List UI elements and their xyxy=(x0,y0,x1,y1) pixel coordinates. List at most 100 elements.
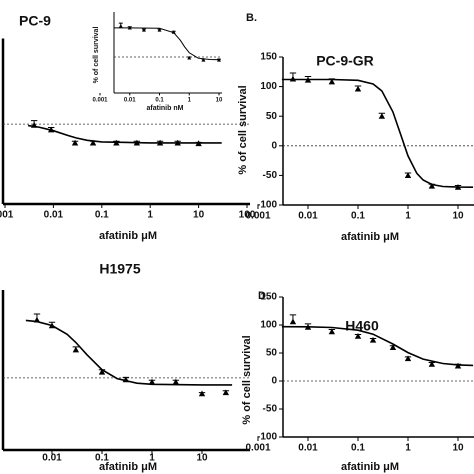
y-tick-label: 100 xyxy=(260,81,277,92)
data-point xyxy=(113,139,120,146)
data-point xyxy=(304,324,312,330)
y-axis-label: % of cell survival xyxy=(241,335,253,424)
x-tick-label: 0.1 xyxy=(351,443,365,454)
data-point xyxy=(454,362,462,369)
fit-curve xyxy=(281,78,474,188)
panel-label: B. xyxy=(246,12,257,24)
fit-curve xyxy=(281,325,474,367)
y-tick-label: -50 xyxy=(263,170,278,181)
panel-label: D. xyxy=(258,290,269,302)
x-tick-label: 1 xyxy=(147,210,153,221)
fit-curve xyxy=(25,319,233,386)
data-point xyxy=(289,318,297,325)
data-point xyxy=(354,85,362,92)
y-tick-label: 50 xyxy=(266,111,278,122)
x-tick-label: 0.001 xyxy=(92,98,108,104)
data-point xyxy=(156,139,164,146)
x-axis-label: afatinib nM xyxy=(147,105,184,112)
data-point xyxy=(304,76,312,83)
chart-title: PC-9 xyxy=(19,13,51,29)
data-point xyxy=(47,126,55,133)
x-tick-label: 0.1 xyxy=(351,211,365,222)
data-point xyxy=(141,28,146,32)
x-tick-label: 1 xyxy=(405,443,411,454)
y-axis-label: % of cell survival xyxy=(93,27,100,84)
x-tick-label: 1 xyxy=(149,453,155,464)
x-tick-label: 10 xyxy=(452,211,464,222)
y-tick-label: 0 xyxy=(271,140,277,151)
y-tick-label: 50 xyxy=(266,348,278,359)
data-point xyxy=(157,28,162,32)
data-point xyxy=(122,376,130,383)
x-tick-label: 100 xyxy=(239,210,256,221)
data-point xyxy=(89,139,97,146)
data-point xyxy=(195,140,202,147)
x-tick-label: 10 xyxy=(193,210,205,221)
x-tick-label: 0.01 xyxy=(42,453,62,464)
data-point xyxy=(98,368,106,375)
data-point xyxy=(404,172,412,178)
x-tick-label: 0.01 xyxy=(298,211,318,222)
data-point xyxy=(48,322,56,329)
data-point xyxy=(378,113,386,119)
y-tick-label: -100 xyxy=(257,200,277,211)
data-point xyxy=(428,361,436,367)
x-tick-label: 10 xyxy=(452,443,464,454)
x-tick-label: 10 xyxy=(196,453,208,464)
x-tick-label: 0.1 xyxy=(95,210,109,221)
chart-title: H1975 xyxy=(99,261,140,277)
data-point xyxy=(217,58,221,62)
data-point xyxy=(354,333,362,339)
x-tick-label: 1 xyxy=(188,98,192,104)
data-point xyxy=(328,328,336,335)
data-point xyxy=(118,24,123,28)
x-tick-label: 1 xyxy=(405,211,411,222)
x-tick-label: 10 xyxy=(216,98,223,104)
x-tick-label: 0.1 xyxy=(155,98,164,104)
data-point xyxy=(328,78,336,85)
y-axis-label: % of cell survival xyxy=(237,85,249,174)
x-tick-label: 0.01 xyxy=(124,98,136,104)
data-point xyxy=(198,390,206,397)
y-tick-label: -50 xyxy=(263,404,278,415)
x-axis-label: afatinib μM xyxy=(99,230,157,242)
data-point xyxy=(174,139,181,146)
data-point xyxy=(33,316,41,323)
x-axis-label: afatinib μM xyxy=(99,461,157,473)
fit-curve xyxy=(114,27,220,61)
x-tick-label: 0.01 xyxy=(44,210,64,221)
data-point xyxy=(71,139,79,146)
y-tick-label: 100 xyxy=(260,320,277,331)
x-tick-label: 0.001 xyxy=(245,443,270,454)
data-point xyxy=(171,30,176,34)
data-point xyxy=(404,355,412,362)
y-tick-label: -100 xyxy=(257,432,277,443)
data-point xyxy=(222,389,230,396)
x-tick-label: 001 xyxy=(0,210,14,221)
x-tick-label: 0.001 xyxy=(245,211,270,222)
data-point xyxy=(454,184,462,190)
x-axis-label: afatinib μM xyxy=(341,461,399,473)
y-tick-label: 150 xyxy=(260,52,277,63)
data-point xyxy=(187,55,192,60)
y-tick-label: 150 xyxy=(260,292,277,303)
data-point xyxy=(148,378,156,385)
data-point xyxy=(72,346,80,353)
x-tick-label: 0.01 xyxy=(298,443,318,454)
data-point xyxy=(172,378,180,385)
chart-title: PC-9-GR xyxy=(316,53,374,69)
x-axis-label: afatinib μM xyxy=(341,231,399,243)
data-point xyxy=(369,336,377,343)
fit-curve xyxy=(27,124,222,144)
data-point xyxy=(289,75,297,82)
data-point xyxy=(201,58,206,62)
y-tick-label: 0 xyxy=(271,376,277,387)
x-tick-label: 0.1 xyxy=(95,453,109,464)
data-point xyxy=(389,344,397,350)
data-point xyxy=(133,139,141,146)
data-point xyxy=(428,182,436,189)
data-point xyxy=(30,122,38,128)
data-point xyxy=(127,25,132,30)
